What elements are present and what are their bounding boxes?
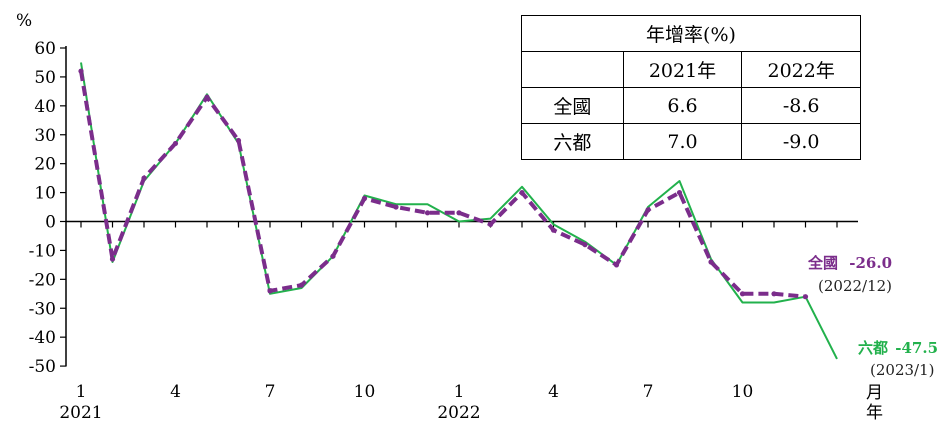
table-row: 六都 7.0 -9.0 [521, 123, 861, 160]
table-cell: 7.0 [622, 123, 743, 160]
series-national-point [204, 94, 210, 100]
y-tick-label: 20 [34, 155, 56, 175]
y-tick-label: -40 [29, 328, 56, 348]
y-tick-label: 10 [34, 184, 56, 204]
series-national-point [519, 189, 525, 196]
y-tick-label: -50 [29, 357, 56, 377]
series-national-point [298, 282, 305, 288]
x-tick-label: 1 [454, 382, 465, 402]
series-national-point [487, 221, 494, 227]
growth-rate-table: 年增率(%) 2021年 2022年 全國 6.6 -8.6 六都 7.0 -9… [521, 15, 861, 160]
x-year-label: 2022 [437, 403, 480, 423]
table-row-label-six-cities: 六都 [521, 123, 624, 160]
table-header-2022: 2022年 [741, 51, 861, 88]
table-cell: 6.6 [622, 87, 743, 124]
y-tick-label: 0 [45, 213, 56, 233]
annotation-six-cities-value: -47.5 [895, 339, 938, 357]
annotation-six-cities-date: (2023/1) [870, 361, 934, 379]
series-national-point [456, 210, 462, 216]
series-national-point [771, 291, 777, 297]
y-axis: 60 50 40 30 20 10 0 -10 -20 -30 -40 -50 [29, 39, 67, 377]
series-national-point [361, 195, 368, 201]
annotation-six-cities: 六都 -47.5 [858, 339, 938, 357]
y-tick-label: -30 [29, 299, 56, 319]
series-national-point [109, 256, 116, 262]
x-tick-label: 10 [732, 382, 754, 402]
series-national-point [582, 242, 588, 248]
series-national-point [393, 204, 399, 210]
series-national-point [330, 253, 336, 259]
series-national-point [550, 227, 557, 233]
x-tick-label: 1 [76, 382, 87, 402]
series-national-point [613, 262, 620, 268]
series-lines [78, 62, 838, 360]
series-national-point [739, 291, 746, 297]
annotation-six-cities-label: 六都 [858, 339, 888, 357]
annotation-national: 全國 -26.0 [807, 254, 892, 272]
table-cell: -9.0 [741, 123, 861, 160]
y-tick-label: 40 [34, 97, 56, 117]
y-tick-label: 50 [34, 68, 56, 88]
table-cell: -8.6 [741, 87, 861, 124]
x-tick-label: 7 [643, 382, 654, 402]
x-unit-year: 年 [866, 403, 883, 423]
series-national-point [802, 294, 809, 300]
annotation-national-date: (2022/12) [818, 277, 892, 295]
series-six-cities-line [80, 62, 838, 360]
table-title: 年增率(%) [521, 15, 861, 52]
x-year-label: 2021 [59, 403, 102, 423]
x-tick-label: 4 [548, 382, 559, 402]
y-tick-label: 60 [34, 39, 56, 59]
annotation-national-label: 全國 [807, 254, 838, 272]
series-national-point [78, 68, 84, 74]
y-tick-label: 30 [34, 126, 56, 146]
y-tick-label: -20 [29, 270, 56, 290]
series-national-point [235, 137, 242, 144]
table-header-empty [521, 51, 624, 88]
x-tick-label: 7 [265, 382, 276, 402]
table-header-2021: 2021年 [622, 51, 743, 88]
x-unit-month: 月 [866, 383, 883, 403]
y-unit-label: % [16, 11, 32, 31]
table-row: 全國 6.6 -8.6 [521, 87, 861, 124]
series-national-point [676, 189, 683, 196]
series-national-point [424, 210, 431, 216]
table-row-label-national: 全國 [521, 87, 624, 124]
series-national-point [172, 140, 179, 147]
x-tick-label: 10 [354, 382, 376, 402]
series-national-point [267, 288, 273, 294]
series-national-point [708, 259, 714, 265]
series-national-point [645, 207, 651, 213]
series-national-point [141, 175, 147, 181]
x-tick-label: 4 [170, 382, 181, 402]
annotation-national-value: -26.0 [849, 254, 892, 272]
y-tick-label: -10 [29, 241, 56, 261]
